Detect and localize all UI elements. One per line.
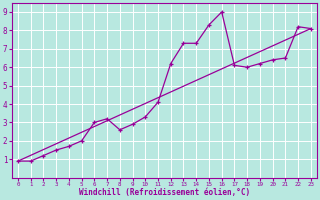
X-axis label: Windchill (Refroidissement éolien,°C): Windchill (Refroidissement éolien,°C): [79, 188, 250, 197]
